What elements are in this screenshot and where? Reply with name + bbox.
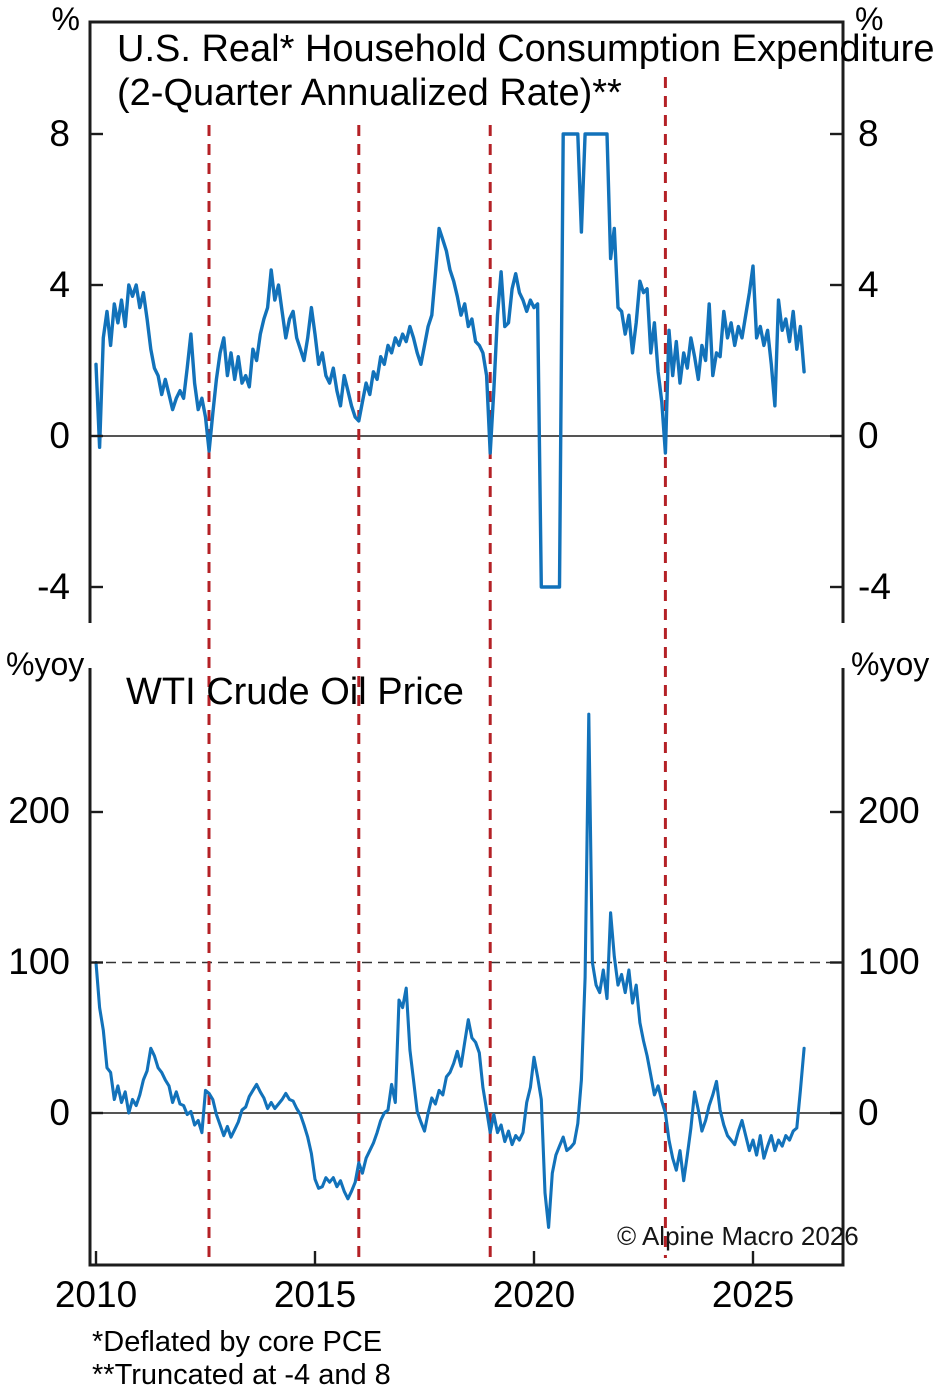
bottom-ytick-right-0: 0 bbox=[858, 1092, 879, 1133]
bottom-panel-unit-right: %yoy bbox=[851, 646, 930, 682]
bottom-panel-title: WTI Crude Oil Price bbox=[126, 671, 464, 713]
bottom-ytick-right-100: 100 bbox=[858, 941, 920, 982]
top-ytick-right-neg4: -4 bbox=[858, 566, 891, 607]
top-ytick-right-0: 0 bbox=[858, 415, 879, 456]
top-ytick-left-4: 4 bbox=[49, 264, 70, 305]
top-panel-title-line1: U.S. Real* Household Consumption Expendi… bbox=[117, 28, 933, 70]
top-panel-unit-right: % bbox=[855, 1, 884, 37]
footnote-truncated: **Truncated at -4 and 8 bbox=[92, 1359, 391, 1391]
top-ytick-right-8: 8 bbox=[858, 113, 879, 154]
xtick-2020: 2020 bbox=[492, 1274, 576, 1315]
xtick-2025: 2025 bbox=[711, 1274, 795, 1315]
top-ytick-right-4: 4 bbox=[858, 264, 879, 305]
top-ytick-left-8: 8 bbox=[49, 113, 70, 154]
top-ytick-left-neg4: -4 bbox=[37, 566, 70, 607]
oil-series-line bbox=[94, 712, 806, 1229]
consumption-series-line bbox=[94, 132, 806, 589]
top-ytick-left-0: 0 bbox=[49, 415, 70, 456]
bottom-panel-frame bbox=[88, 668, 845, 1267]
xtick-2010: 2010 bbox=[54, 1274, 138, 1315]
bottom-ytick-left-100: 100 bbox=[8, 941, 70, 982]
bottom-ytick-left-0: 0 bbox=[49, 1092, 70, 1133]
top-panel-frame bbox=[88, 20, 845, 623]
top-panel-title-line2: (2-Quarter Annualized Rate)** bbox=[117, 72, 622, 114]
bottom-ytick-right-200: 200 bbox=[858, 790, 920, 831]
footnote-deflated: *Deflated by core PCE bbox=[92, 1326, 383, 1358]
copyright-alpine-macro: © Alpine Macro 2026 bbox=[617, 1221, 859, 1251]
bottom-ytick-left-200: 200 bbox=[8, 790, 70, 831]
top-panel-unit-left: % bbox=[51, 1, 80, 37]
xtick-2015: 2015 bbox=[273, 1274, 357, 1315]
bottom-panel-unit-left: %yoy bbox=[6, 646, 85, 682]
